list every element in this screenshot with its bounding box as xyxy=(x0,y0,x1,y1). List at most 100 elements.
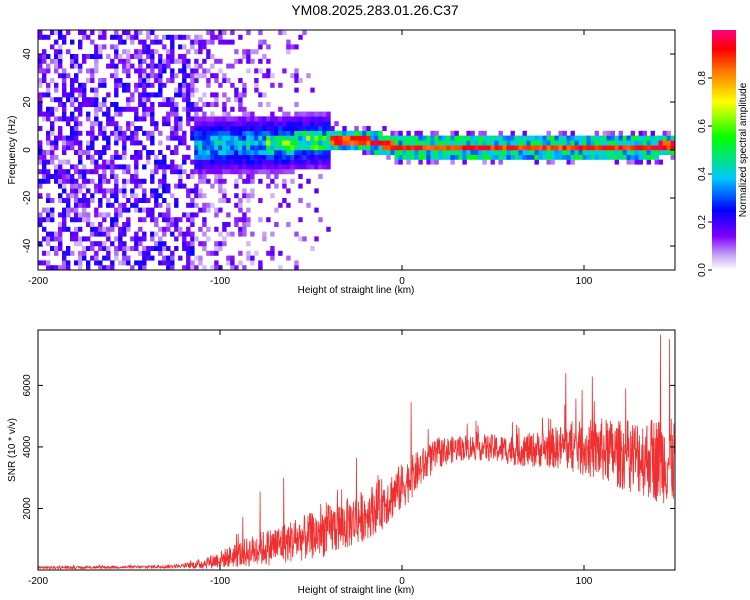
spectrogram-cell xyxy=(94,169,99,175)
spectrogram-cell xyxy=(506,145,511,151)
spectrogram-cell xyxy=(50,145,55,151)
spectrogram-cell xyxy=(58,116,63,122)
spectrogram-cell xyxy=(106,116,111,122)
spectrogram-cell xyxy=(310,246,315,251)
spectrogram-cell xyxy=(578,150,583,155)
spectrogram-cell xyxy=(122,135,127,141)
spectrogram-cell xyxy=(210,154,215,160)
spectrogram-cell xyxy=(214,150,219,155)
spectrogram-cell xyxy=(374,145,379,151)
spectrogram-cell xyxy=(126,82,131,88)
spectrogram-cell xyxy=(70,217,75,223)
spectrogram-cell xyxy=(66,121,71,127)
spectrogram-cell xyxy=(182,140,187,146)
spectrogram-cell xyxy=(546,135,551,141)
spectrogram-cell xyxy=(610,135,615,141)
spectrogram-cell xyxy=(46,174,51,179)
spectrogram-cell xyxy=(498,135,503,141)
spectrogram-cell xyxy=(542,135,547,141)
spectrogram-cell xyxy=(254,116,259,122)
spectrogram-cell xyxy=(50,150,55,155)
spectrogram-cell xyxy=(106,54,111,59)
spectrogram-cell xyxy=(114,130,119,136)
spectrogram-cell xyxy=(122,183,127,189)
spectrogram-cell xyxy=(578,145,583,151)
spectrogram-cell xyxy=(450,150,455,155)
spectrogram-cell xyxy=(294,102,299,107)
spectrogram-cell xyxy=(118,111,123,117)
spectrogram-cell xyxy=(550,159,555,165)
spectrogram-cell xyxy=(166,121,171,127)
spectrogram-cell xyxy=(178,82,183,88)
spectrogram-cell xyxy=(158,178,163,184)
spectrogram-cell xyxy=(294,73,299,79)
spectrogram-cell xyxy=(50,78,55,83)
spectrogram-cell xyxy=(614,140,619,146)
spectrogram-cell xyxy=(122,193,127,199)
spectrogram-cell xyxy=(106,188,111,194)
spectrogram-cell xyxy=(106,255,111,261)
spectrogram-cell xyxy=(170,222,175,227)
spectrogram-cell xyxy=(38,183,43,189)
spectrogram-cell xyxy=(214,226,219,232)
spectrogram-cell xyxy=(290,44,295,50)
spectrogram-cell xyxy=(122,130,127,136)
spectrogram-cell xyxy=(134,231,139,237)
spectrogram-cell xyxy=(642,140,647,146)
spectrogram-cell xyxy=(42,169,47,175)
spectrogram-cell xyxy=(454,130,459,136)
spectrogram-cell xyxy=(374,150,379,155)
spectrogram-cell xyxy=(198,97,203,103)
spectrogram-cell xyxy=(150,140,155,146)
spectrogram-cell xyxy=(110,222,115,227)
spectrogram-cell xyxy=(62,222,67,227)
spectrogram-cell xyxy=(226,121,231,127)
spectrogram-cell xyxy=(170,231,175,237)
spectrogram-cell xyxy=(74,188,79,194)
spectrogram-cell xyxy=(486,140,491,146)
spectrogram-cell xyxy=(298,217,303,223)
spectrogram-cell xyxy=(234,135,239,141)
spectrogram-cell xyxy=(230,159,235,165)
spectrogram-cell xyxy=(330,145,335,151)
spectrogram-cell xyxy=(58,265,63,270)
spectrogram-cell xyxy=(286,49,291,55)
spectrogram-cell xyxy=(162,174,167,179)
spectrogram-cell xyxy=(286,164,291,170)
spectrogram-cell xyxy=(286,145,291,151)
spectrogram-cell xyxy=(86,222,91,227)
spectrogram-cell xyxy=(134,116,139,122)
spectrogram-cell xyxy=(118,54,123,59)
spectrogram-cell xyxy=(226,135,231,141)
spectrogram-cell xyxy=(142,73,147,79)
spectrogram-cell xyxy=(310,159,315,165)
spectrogram-cell xyxy=(242,150,247,155)
spectrogram-cell xyxy=(474,140,479,146)
spectrogram-cell xyxy=(498,150,503,155)
spectrogram-cell xyxy=(518,145,523,151)
spectrogram-cell xyxy=(174,58,179,64)
spectrogram-cell xyxy=(182,246,187,251)
spectrogram-cell xyxy=(50,111,55,117)
colorbar: 0.00.20.40.60.8 Normalized spectral ampl… xyxy=(697,30,749,277)
spectrogram-cell xyxy=(150,102,155,107)
snr-ytick-label: 2000 xyxy=(22,497,33,520)
spectrogram-cell xyxy=(98,265,103,270)
spectrogram-cell xyxy=(194,111,199,117)
spectrogram-cell xyxy=(270,126,275,131)
spectrogram-cell xyxy=(146,44,151,50)
spectrogram-cell xyxy=(226,212,231,218)
spectrogram-cell xyxy=(266,58,271,64)
spectrogram-cell xyxy=(442,140,447,146)
spectrogram-cell xyxy=(166,97,171,103)
spectrogram-cell xyxy=(298,159,303,165)
spectrogram-cell xyxy=(242,164,247,170)
spectrogram-cell xyxy=(242,54,247,59)
spectrogram-cell xyxy=(134,106,139,112)
spectrogram-cell xyxy=(402,154,407,160)
spectrogram-cell xyxy=(526,140,531,146)
spectrogram-cell xyxy=(302,121,307,127)
spectrogram-cell xyxy=(154,78,159,83)
snr-xlabel: Height of straight line (km) xyxy=(298,585,415,596)
spectrogram-cell xyxy=(258,116,263,122)
